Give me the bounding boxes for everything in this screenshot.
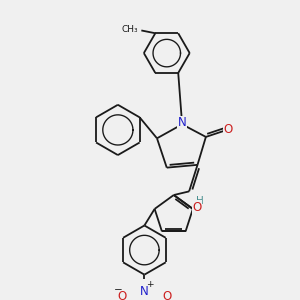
Text: −: −	[114, 285, 123, 295]
Text: CH₃: CH₃	[122, 25, 138, 34]
Text: O: O	[117, 290, 126, 300]
Text: +: +	[146, 280, 153, 289]
Text: N: N	[140, 285, 149, 298]
Text: O: O	[224, 123, 233, 136]
Text: H: H	[196, 196, 204, 206]
Text: N: N	[178, 116, 187, 129]
Text: O: O	[163, 290, 172, 300]
Text: O: O	[192, 201, 202, 214]
